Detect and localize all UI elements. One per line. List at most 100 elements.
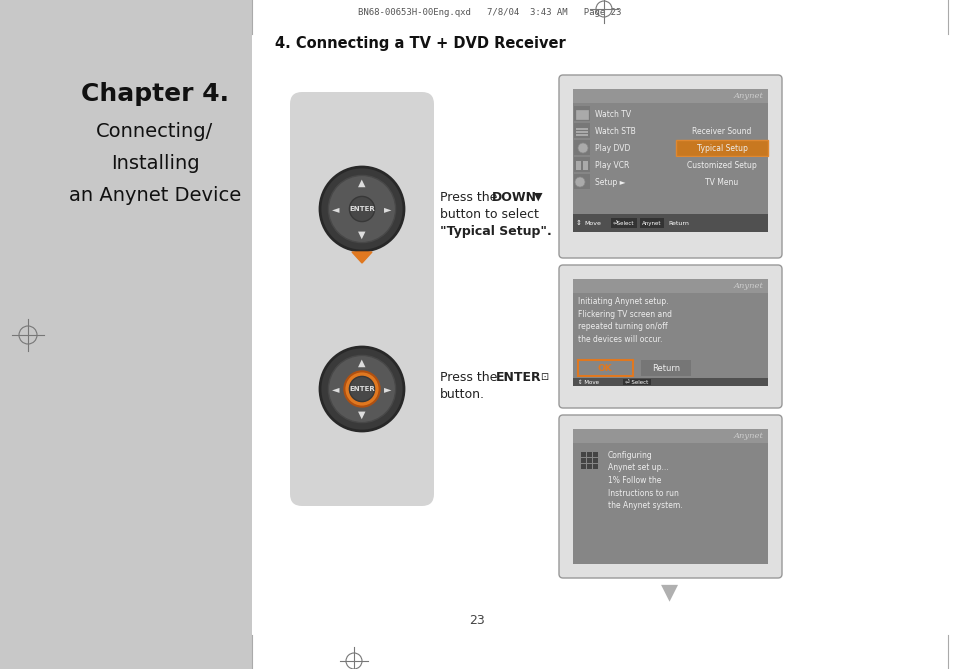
Bar — [580, 464, 585, 469]
Text: DOWN: DOWN — [492, 191, 537, 203]
Bar — [573, 429, 767, 443]
FancyBboxPatch shape — [558, 415, 781, 578]
Text: "Typical Setup".: "Typical Setup". — [439, 225, 551, 237]
Bar — [676, 140, 767, 156]
Text: button to select: button to select — [439, 207, 538, 221]
Circle shape — [575, 177, 584, 187]
Text: OK: OK — [597, 363, 612, 373]
Text: ⇕: ⇕ — [576, 220, 581, 226]
Text: Anynet: Anynet — [734, 432, 763, 440]
Text: Anynet: Anynet — [641, 221, 661, 225]
Bar — [610, 218, 637, 228]
Circle shape — [328, 175, 395, 243]
Bar — [580, 458, 585, 463]
Bar — [590, 157, 673, 173]
Bar — [576, 110, 587, 119]
Bar — [586, 464, 592, 469]
Text: Return: Return — [667, 221, 688, 225]
Bar — [639, 218, 663, 228]
Bar — [573, 214, 767, 232]
Text: ENTER: ENTER — [349, 386, 375, 392]
Text: ◄: ◄ — [332, 384, 339, 394]
Bar — [590, 123, 673, 139]
Bar — [586, 458, 592, 463]
Bar — [576, 161, 580, 170]
Text: Play VCR: Play VCR — [595, 161, 629, 169]
Bar — [582, 161, 587, 170]
Text: Initiating Anynet setup.
Flickering TV screen and
repeated turning on/off
the de: Initiating Anynet setup. Flickering TV s… — [578, 297, 671, 343]
Bar — [676, 123, 767, 139]
Bar — [586, 452, 592, 457]
Bar — [590, 106, 673, 122]
Bar — [622, 379, 650, 385]
Bar — [590, 174, 673, 190]
Text: ⇕ Move: ⇕ Move — [578, 379, 598, 385]
Circle shape — [328, 355, 395, 423]
Circle shape — [319, 347, 403, 431]
Text: ▲: ▲ — [358, 358, 365, 368]
Text: Configuring
Anynet set up...
1% Follow the
Instructions to run
the Anynet system: Configuring Anynet set up... 1% Follow t… — [607, 451, 682, 510]
Text: ▼: ▼ — [358, 230, 365, 240]
Bar — [640, 360, 690, 376]
Text: TV Menu: TV Menu — [704, 177, 738, 187]
Bar — [573, 378, 767, 386]
Bar — [676, 157, 767, 173]
Text: 23: 23 — [469, 615, 484, 628]
Bar — [593, 458, 598, 463]
Polygon shape — [352, 252, 372, 263]
Text: Connecting/: Connecting/ — [96, 122, 213, 140]
Text: Return: Return — [651, 363, 679, 373]
Text: ⏎ Select: ⏎ Select — [625, 379, 648, 385]
Text: button.: button. — [439, 387, 484, 401]
FancyBboxPatch shape — [290, 92, 434, 506]
Text: ⊡: ⊡ — [539, 372, 548, 382]
Text: ENTER: ENTER — [496, 371, 541, 383]
Bar — [590, 140, 673, 156]
Bar — [676, 174, 767, 190]
Text: Watch STB: Watch STB — [595, 126, 635, 136]
Text: BN68-00653H-00Eng.qxd   7/8/04  3:43 AM   Page 23: BN68-00653H-00Eng.qxd 7/8/04 3:43 AM Pag… — [358, 8, 621, 17]
Text: Receiver Sound: Receiver Sound — [692, 126, 751, 136]
Bar — [573, 89, 767, 103]
Bar — [574, 123, 589, 138]
Text: ENTER: ENTER — [349, 206, 375, 212]
Text: Press the: Press the — [439, 371, 501, 383]
Bar — [574, 157, 589, 172]
Text: Press the: Press the — [439, 191, 497, 203]
FancyBboxPatch shape — [558, 265, 781, 408]
Text: ►: ► — [384, 384, 392, 394]
Text: Anynet: Anynet — [734, 282, 763, 290]
Bar — [574, 106, 589, 121]
Circle shape — [319, 167, 403, 251]
Bar — [578, 360, 633, 376]
Bar — [0, 0, 252, 669]
Bar — [576, 128, 587, 130]
Text: Anynet: Anynet — [734, 92, 763, 100]
Bar — [593, 464, 598, 469]
Text: ⏎Select: ⏎Select — [613, 221, 634, 225]
Text: Customized Setup: Customized Setup — [686, 161, 756, 169]
Bar — [576, 134, 587, 136]
Text: Chapter 4.: Chapter 4. — [81, 82, 229, 106]
Text: ▼: ▼ — [534, 192, 542, 202]
Text: ▼: ▼ — [358, 410, 365, 420]
Bar — [573, 279, 767, 386]
Bar — [574, 140, 589, 155]
Text: an Anynet Device: an Anynet Device — [69, 185, 241, 205]
Text: Play DVD: Play DVD — [595, 143, 630, 153]
Bar — [580, 452, 585, 457]
Text: ▼: ▼ — [660, 582, 678, 602]
Circle shape — [349, 377, 375, 401]
Text: Watch TV: Watch TV — [595, 110, 631, 118]
Bar — [576, 131, 587, 133]
Text: 4. Connecting a TV + DVD Receiver: 4. Connecting a TV + DVD Receiver — [274, 35, 565, 50]
Bar — [573, 429, 767, 564]
Bar — [573, 89, 767, 232]
Text: ▲: ▲ — [358, 178, 365, 188]
Text: ◄: ◄ — [332, 204, 339, 214]
Bar — [593, 452, 598, 457]
Text: Setup ►: Setup ► — [595, 177, 625, 187]
Text: ►: ► — [384, 204, 392, 214]
Text: Typical Setup: Typical Setup — [696, 143, 746, 153]
FancyBboxPatch shape — [558, 75, 781, 258]
